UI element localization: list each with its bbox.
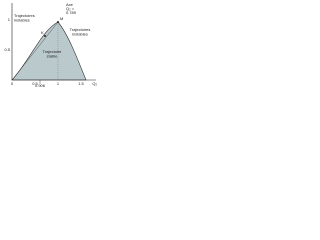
point-k [44,35,46,37]
x-tick-label: 0 [11,81,14,86]
right-region-label: instables [72,32,88,37]
point-label: K [41,30,44,35]
left-region-label: instables [14,18,30,23]
labels: TrajectoiresinstablesTrajectoiresinstabl… [4,2,97,88]
point-label: M [60,16,63,21]
x-tick-label: 0.5 [32,81,38,86]
y-tick-label: 1 [8,17,11,22]
x-axis-label: Q₂ [92,81,97,86]
left-region-label: Trajectoires [14,13,35,18]
axis-note: Axe [66,2,74,7]
boundary [11,21,59,81]
diagram: TrajectoiresinstablesTrajectoiresinstabl… [4,2,97,88]
stable-region-label: Trajectoire [43,49,63,54]
axis-note: Q₂ = [66,6,75,11]
right-region-label: Trajectoires [70,27,91,32]
x-tick-label: 1.5 [78,81,84,86]
y-tick-label: 0.5 [4,47,10,52]
stable-region-label: stable [47,54,58,59]
axis-note: 0.789 [66,10,77,15]
point-m [57,21,59,23]
x-tick-label: 1 [57,81,60,86]
marker-label: 0.906 [35,83,46,88]
